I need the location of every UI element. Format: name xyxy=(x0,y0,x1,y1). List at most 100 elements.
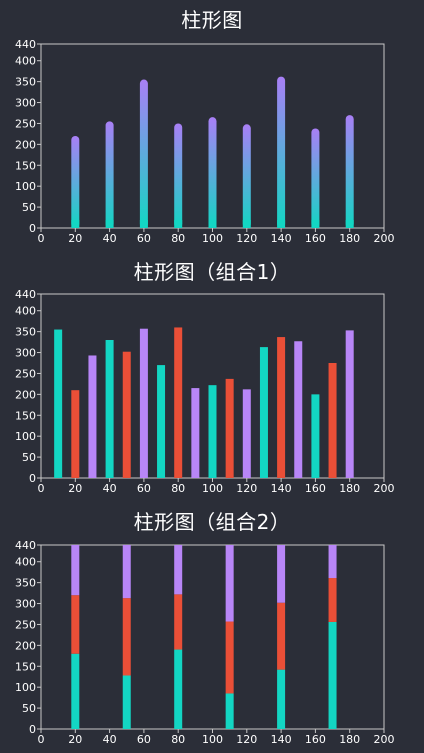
bar xyxy=(157,365,166,478)
bar-base xyxy=(139,220,148,228)
bar xyxy=(208,117,217,228)
bar-base xyxy=(345,220,354,228)
stacked-bar-segment xyxy=(174,545,183,595)
y-tick-label: 400 xyxy=(15,556,36,569)
bar xyxy=(294,341,303,478)
stacked-bar-segment xyxy=(71,595,80,654)
stacked-bar-segment xyxy=(225,621,234,694)
bar xyxy=(259,347,268,478)
bar-base xyxy=(174,220,183,228)
y-tick-label: 440 xyxy=(15,539,36,552)
y-tick-label: 50 xyxy=(22,451,36,464)
x-tick-label: 120 xyxy=(236,232,257,245)
stacked-bar-segment xyxy=(122,598,131,676)
x-tick-label: 160 xyxy=(305,733,326,746)
bar xyxy=(191,388,200,478)
bar xyxy=(328,363,337,478)
stacked-bar-segment xyxy=(122,545,131,599)
x-tick-label: 20 xyxy=(68,232,82,245)
y-tick-label: 300 xyxy=(15,598,36,611)
stacked-bar-segment xyxy=(277,602,286,670)
bar xyxy=(139,328,148,478)
y-tick-label: 100 xyxy=(15,681,36,694)
y-tick-label: 200 xyxy=(15,388,36,401)
bar xyxy=(345,330,354,478)
stacked-bar-segment xyxy=(174,594,183,650)
x-tick-label: 60 xyxy=(137,733,151,746)
x-tick-label: 0 xyxy=(38,733,45,746)
x-tick-label: 140 xyxy=(271,232,292,245)
bar xyxy=(311,394,320,478)
bar xyxy=(208,385,217,478)
bar xyxy=(345,115,354,228)
bar xyxy=(174,123,183,228)
y-tick-label: 0 xyxy=(29,222,36,235)
stacked-bar-segment xyxy=(122,675,131,729)
stacked-bar-segment xyxy=(277,669,286,729)
bar xyxy=(311,128,320,228)
bar xyxy=(174,327,183,478)
bar xyxy=(139,79,148,228)
stacked-bar-segment xyxy=(71,545,80,596)
bar-base xyxy=(71,220,80,228)
y-tick-label: 150 xyxy=(15,159,36,172)
stacked-bar-segment xyxy=(277,545,286,603)
bar xyxy=(242,389,251,478)
y-tick-label: 440 xyxy=(15,38,36,51)
y-tick-label: 150 xyxy=(15,660,36,673)
stacked-bar-segment xyxy=(328,578,337,622)
y-tick-label: 0 xyxy=(29,723,36,736)
bar xyxy=(54,329,63,478)
bar-base xyxy=(242,220,251,228)
chart-title-2: 柱形图（组合1） xyxy=(133,260,291,284)
x-tick-label: 60 xyxy=(137,232,151,245)
x-tick-label: 140 xyxy=(271,733,292,746)
bar xyxy=(71,390,80,478)
x-tick-label: 100 xyxy=(202,232,223,245)
stacked-bar-segment xyxy=(225,693,234,729)
y-tick-label: 250 xyxy=(15,618,36,631)
y-tick-label: 50 xyxy=(22,702,36,715)
y-tick-label: 350 xyxy=(15,577,36,590)
chart-title-3: 柱形图（组合2） xyxy=(133,510,291,534)
y-tick-label: 400 xyxy=(15,305,36,318)
x-tick-label: 160 xyxy=(305,482,326,495)
x-tick-label: 200 xyxy=(374,733,395,746)
stacked-bar-segment xyxy=(71,653,80,729)
bar xyxy=(105,121,114,228)
x-tick-label: 40 xyxy=(103,733,117,746)
y-tick-label: 150 xyxy=(15,409,36,422)
y-tick-label: 100 xyxy=(15,180,36,193)
x-tick-label: 180 xyxy=(339,482,360,495)
bar xyxy=(277,337,286,478)
chart-1: 0 50 100 150 200 250 300 350 400 440 0 20 40 60 80 100 1… xyxy=(15,38,395,245)
x-tick-label: 80 xyxy=(171,482,185,495)
y-tick-label: 440 xyxy=(15,288,36,301)
y-tick-label: 350 xyxy=(15,326,36,339)
x-tick-label: 80 xyxy=(171,733,185,746)
x-tick-label: 160 xyxy=(305,232,326,245)
y-tick-label: 50 xyxy=(22,201,36,214)
x-tick-label: 100 xyxy=(202,733,223,746)
x-tick-label: 0 xyxy=(38,482,45,495)
y-tick-label: 300 xyxy=(15,347,36,360)
chart-3: 0 50 100 150 200 250 300 350 400 440 0 20 40 60 80 100 1… xyxy=(15,539,395,746)
y-tick-label: 0 xyxy=(29,472,36,485)
bar xyxy=(105,340,114,478)
bar xyxy=(122,351,131,478)
y-tick-label: 300 xyxy=(15,97,36,110)
bar xyxy=(71,136,80,228)
y-tick-label: 350 xyxy=(15,76,36,89)
bar-base xyxy=(277,220,286,228)
x-tick-label: 120 xyxy=(236,733,257,746)
bar xyxy=(225,378,234,478)
x-tick-label: 40 xyxy=(103,232,117,245)
stacked-bar-segment xyxy=(328,621,337,729)
x-tick-label: 40 xyxy=(103,482,117,495)
chart-title-1: 柱形图 xyxy=(181,8,243,32)
y-tick-label: 250 xyxy=(15,367,36,380)
stacked-bar-segment xyxy=(225,545,234,622)
x-tick-label: 20 xyxy=(68,733,82,746)
x-tick-label: 0 xyxy=(38,232,45,245)
y-tick-label: 200 xyxy=(15,639,36,652)
